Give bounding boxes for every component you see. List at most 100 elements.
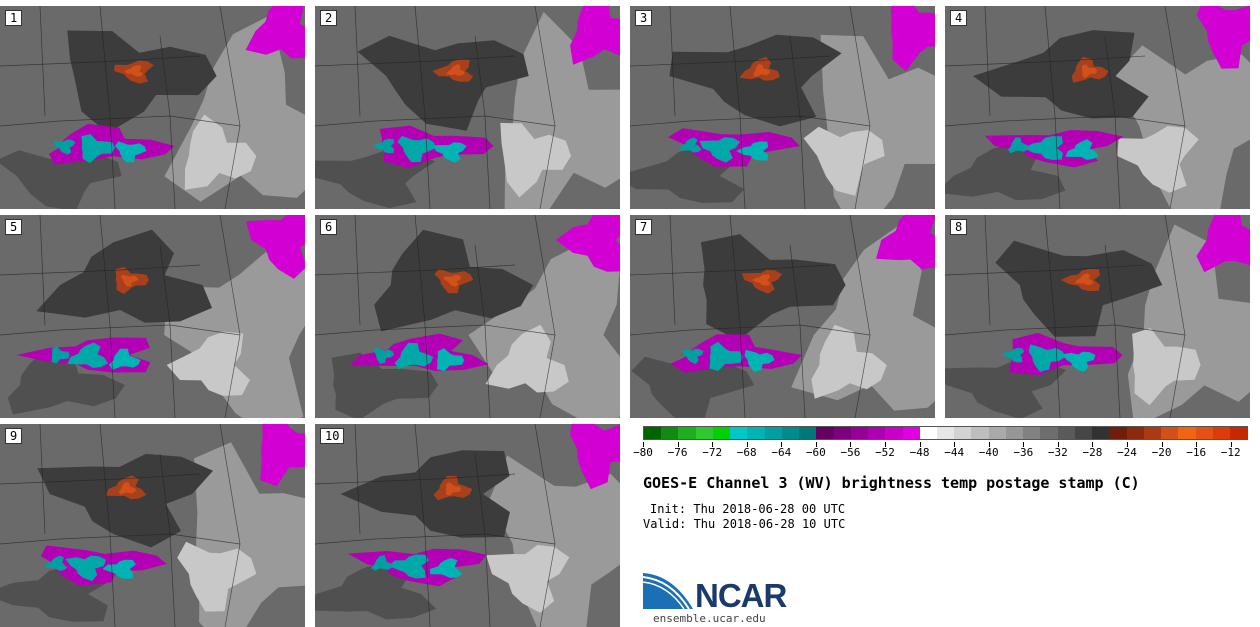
panel-number: 5 [5, 219, 23, 235]
panel-number: 4 [950, 10, 968, 26]
postage-stamp-panel: 5 [0, 215, 305, 418]
colorbar-tick-label: −40 [978, 446, 999, 459]
wv-map [945, 6, 1250, 209]
colorbar-tick-label: −72 [702, 446, 723, 459]
panel-number: 6 [320, 219, 338, 235]
valid-time: Valid: Thu 2018-06-28 10 UTC [643, 517, 846, 531]
colorbar-bin [695, 427, 713, 439]
colorbar-bin [971, 427, 989, 439]
wv-map [630, 215, 935, 418]
colorbar-bin [1023, 427, 1041, 439]
colorbar-tick-label: −36 [1013, 446, 1034, 459]
colorbar-bin [764, 427, 782, 439]
colorbar-bin [902, 427, 920, 439]
colorbar-tick [885, 442, 886, 447]
postage-stamp-panel: 10 [315, 424, 620, 627]
colorbar-tick [781, 442, 783, 447]
colorbar-tick-label: −80 [633, 446, 653, 459]
postage-stamp-panel: 2 [315, 6, 620, 209]
colorbar-tick-label: −64 [771, 446, 792, 459]
colorbar-bin [1229, 427, 1248, 439]
wv-map [0, 6, 305, 209]
postage-stamp-panel: 1 [0, 6, 305, 209]
colorbar-bin [936, 427, 955, 439]
colorbar-tick-label: −24 [1117, 446, 1137, 459]
colorbar-tick [954, 442, 956, 447]
colorbar-tick [1127, 442, 1128, 447]
colorbar-tick-label: −76 [667, 446, 688, 459]
colorbar-bin [712, 427, 731, 439]
colorbar-bin [781, 427, 800, 439]
colorbar-tick [1196, 442, 1198, 447]
colorbar-tick [1092, 442, 1094, 447]
colorbar-tick [1057, 442, 1059, 447]
colorbar-tick [746, 442, 748, 447]
panel-number: 1 [5, 10, 23, 26]
wv-map [630, 6, 935, 209]
colorbar-bin [678, 427, 696, 439]
colorbar-bin [1143, 427, 1162, 439]
ncar-swoosh-icon [642, 573, 693, 610]
colorbar-tick [712, 442, 714, 447]
colorbar-tick-label: −20 [1151, 446, 1172, 459]
wv-map [0, 424, 305, 627]
colorbar-bin [1040, 427, 1058, 439]
colorbar-bin [885, 427, 903, 439]
colorbar-tick-label: −12 [1220, 446, 1241, 459]
colorbar-ticks: −80 −76 −72 −68 −64 −60 −56 −52 −48 −44 −40 −36 −32 −… [633, 442, 1248, 462]
colorbar-bin [1005, 427, 1024, 439]
colorbar-tick [1230, 442, 1232, 447]
wv-map [315, 215, 620, 418]
colorbar-bin [644, 427, 662, 439]
postage-stamp-panel: 6 [315, 215, 620, 418]
colorbar-bin [954, 427, 972, 439]
colorbar-bin [1074, 427, 1093, 439]
colorbar-bin [1195, 427, 1213, 439]
colorbar-bin [1161, 427, 1179, 439]
colorbar-tick [643, 442, 644, 447]
colorbar-tick [1023, 442, 1025, 447]
ensemble-url[interactable]: ensemble.ucar.edu [653, 612, 766, 625]
colorbar-bin [988, 427, 1006, 439]
figure-title: GOES-E Channel 3 (WV) brightness temp po… [643, 474, 1140, 492]
colorbar-bin [868, 427, 886, 439]
colorbar-bin [816, 427, 834, 439]
colorbar-bin [1092, 427, 1110, 439]
panel-number: 10 [320, 428, 345, 444]
ncar-logo [642, 571, 793, 613]
colorbar-bin [730, 427, 748, 439]
colorbar-tick-label: −48 [909, 446, 930, 459]
colorbar-tick-label: −16 [1186, 446, 1207, 459]
panel-number: 9 [5, 428, 23, 444]
colorbar-tick [988, 442, 990, 447]
wv-map [315, 6, 620, 209]
colorbar-bin [747, 427, 765, 439]
postage-stamp-panel: 4 [945, 6, 1250, 209]
colorbar-bin [661, 427, 679, 439]
colorbar-bin [1212, 427, 1230, 439]
panel-number: 7 [635, 219, 653, 235]
colorbar-tick [919, 442, 921, 447]
colorbar-bin [833, 427, 851, 439]
init-time: Init: Thu 2018-06-28 00 UTC [650, 502, 846, 516]
colorbar-tick [815, 442, 817, 447]
colorbar-tick [1161, 442, 1163, 447]
ncar-wordmark: NCAR [695, 577, 787, 614]
colorbar-bin [799, 427, 817, 439]
colorbar-tick-label: −28 [1082, 446, 1103, 459]
colorbar-tick-label: −56 [840, 446, 861, 459]
colorbar-tick-label: −52 [875, 446, 895, 459]
colorbar-bin [919, 427, 937, 439]
colorbar [643, 426, 1248, 440]
postage-stamp-panel: 3 [630, 6, 935, 209]
panel-number: 3 [635, 10, 653, 26]
colorbar-bin [850, 427, 869, 439]
panel-number: 8 [950, 219, 968, 235]
colorbar-tick-label: −60 [805, 446, 826, 459]
postage-stamp-panel: 7 [630, 215, 935, 418]
wv-map [945, 215, 1250, 418]
colorbar-bin [1178, 427, 1196, 439]
colorbar-tick-label: −44 [944, 446, 965, 459]
colorbar-tick [677, 442, 679, 447]
colorbar-tick-label: −68 [736, 446, 757, 459]
